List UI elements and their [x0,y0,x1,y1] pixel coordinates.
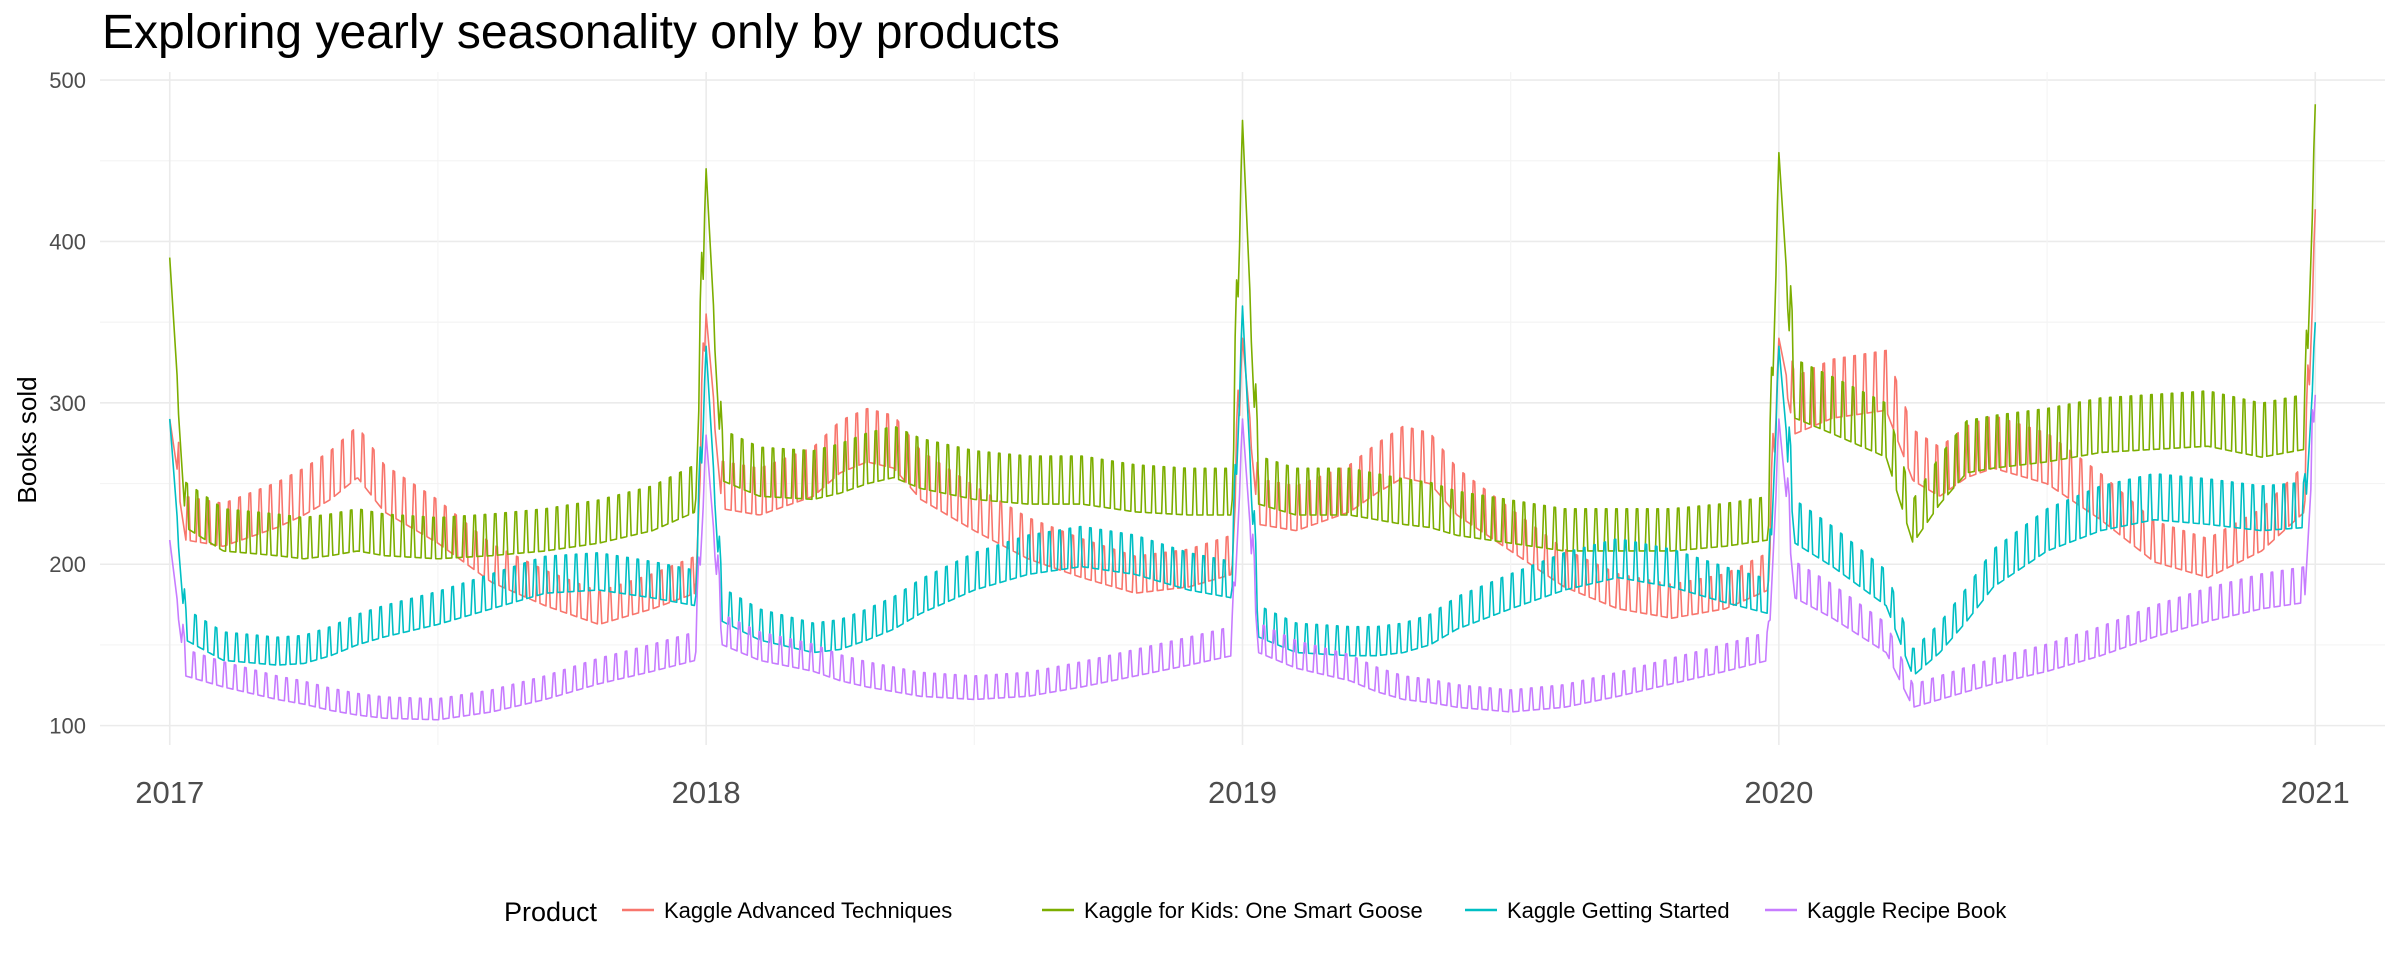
legend-label: Kaggle Getting Started [1507,898,1730,923]
y-tick-label: 500 [49,68,86,93]
legend-label: Kaggle Recipe Book [1807,898,2007,923]
series-line-0 [168,209,2317,625]
legend-label: Kaggle Advanced Techniques [664,898,952,923]
plot-grid [100,72,2385,745]
legend-label: Kaggle for Kids: One Smart Goose [1084,898,1423,923]
legend: Product Kaggle Advanced Techniques Kaggle… [504,897,2007,927]
series-line-1 [168,104,2317,560]
x-tick-label: 2019 [1208,775,1277,810]
chart-title: Exploring yearly seasonality only by pro… [102,6,1060,59]
y-axis-ticks: 100 200 300 400 500 [49,68,86,739]
x-tick-label: 2018 [672,775,741,810]
plot-series [168,104,2317,721]
legend-title: Product [504,897,598,927]
series-line-2 [168,305,2317,675]
series-line-3 [168,394,2317,721]
y-tick-label: 300 [49,391,86,416]
y-tick-label: 100 [49,714,86,739]
y-tick-label: 200 [49,552,86,577]
x-tick-label: 2021 [2281,775,2350,810]
x-tick-label: 2020 [1744,775,1813,810]
y-axis-label: Books sold [12,376,42,503]
y-tick-label: 400 [49,229,86,254]
x-axis-ticks: 2017 2018 2019 2020 2021 [135,775,2350,810]
x-tick-label: 2017 [135,775,204,810]
